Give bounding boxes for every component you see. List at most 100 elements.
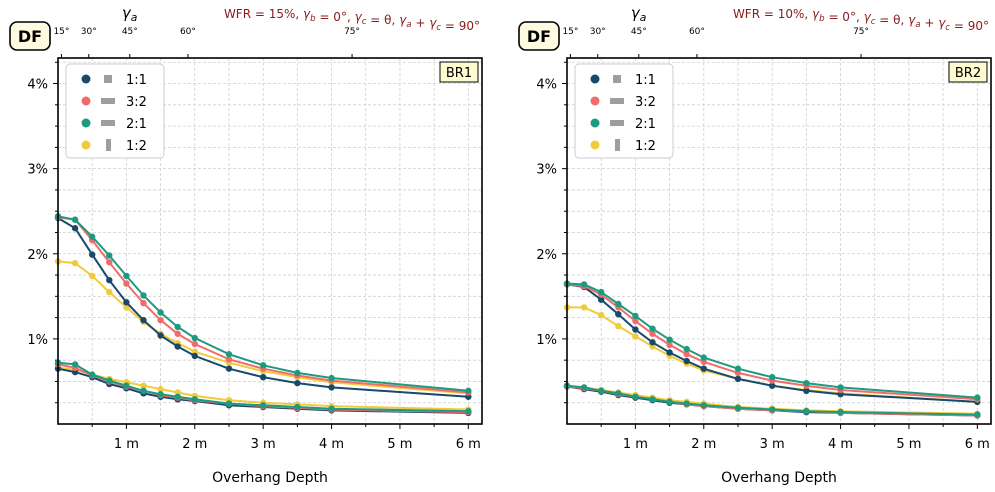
legend-style-marker xyxy=(106,139,111,151)
data-point xyxy=(106,276,113,284)
x-tick-label: 1 m xyxy=(114,437,139,452)
region-badge xyxy=(948,61,988,83)
data-point xyxy=(580,384,588,391)
data-point xyxy=(140,316,147,324)
region-badge-text: BR2 xyxy=(955,66,981,81)
data-point xyxy=(683,345,690,353)
data-point xyxy=(328,405,335,412)
top-tick-label: 75° xyxy=(853,27,869,37)
top-tick-label: 30° xyxy=(81,27,97,37)
data-point xyxy=(294,369,301,377)
y-tick-label: 4% xyxy=(27,78,48,93)
data-point xyxy=(328,384,335,391)
data-point xyxy=(597,387,605,395)
data-point xyxy=(734,375,742,383)
data-point xyxy=(768,382,776,389)
df-badge-text: DF xyxy=(18,27,42,46)
data-point xyxy=(174,393,181,400)
x-tick-label: 6 m xyxy=(965,437,990,452)
data-point xyxy=(974,411,981,418)
legend-style-marker xyxy=(610,120,624,126)
legend-box xyxy=(574,63,674,159)
data-point xyxy=(632,333,639,340)
legend-style-marker xyxy=(101,120,115,126)
legend-label: 1:2 xyxy=(126,139,147,154)
top-tick-label: 75° xyxy=(344,27,360,37)
data-point xyxy=(803,387,810,395)
chart-panel-br1: 1% 2% 3% 4% 1 m 2 m 3 m 4 m 5 m 6 m 15° 30° 45° 60° 75… xyxy=(9,4,483,486)
legend: 1:1 3:2 2:1 1:2 xyxy=(574,63,674,159)
data-point xyxy=(700,402,707,409)
series-group xyxy=(563,280,981,419)
wfr-annotation: WFR = 15%, γb = 0°, γc = θ, γa + γc = 90… xyxy=(224,7,480,33)
data-point xyxy=(174,323,181,331)
data-point xyxy=(666,349,673,356)
data-point xyxy=(157,309,164,316)
df-badge-text: DF xyxy=(527,27,551,46)
data-point xyxy=(837,384,844,391)
series-line xyxy=(57,260,469,395)
legend-style-marker xyxy=(101,98,115,104)
data-point xyxy=(157,332,164,339)
data-point xyxy=(734,365,742,372)
legend-label: 2:1 xyxy=(635,117,656,132)
data-point xyxy=(140,382,147,389)
y-tick-label: 1% xyxy=(536,333,557,348)
series-line xyxy=(57,216,469,394)
legend-item-1-1: 1:1 xyxy=(81,73,147,88)
data-point xyxy=(734,404,742,412)
series-line xyxy=(566,283,978,403)
top-tick-label: 30° xyxy=(590,27,606,37)
data-point xyxy=(191,396,198,403)
legend-style-marker xyxy=(615,139,620,151)
data-point xyxy=(649,330,656,337)
x-tick-label: 1 m xyxy=(623,437,648,452)
top-tick-label: 60° xyxy=(689,27,705,37)
data-point xyxy=(294,403,301,411)
data-point xyxy=(157,316,164,324)
top-tick-label: 45° xyxy=(631,27,647,37)
data-point xyxy=(225,351,233,358)
series-line xyxy=(57,217,469,398)
x-axis-label: Overhang Depth xyxy=(721,470,837,486)
series-line xyxy=(57,215,469,392)
y-tick-label: 2% xyxy=(536,248,557,263)
data-point xyxy=(71,216,79,223)
data-point xyxy=(632,326,639,333)
top-tick-label: 60° xyxy=(180,27,196,37)
data-point xyxy=(683,351,690,358)
series-group xyxy=(54,213,472,417)
data-point xyxy=(768,373,776,381)
top-tick-label: 15° xyxy=(53,27,69,37)
x-tick-label: 4 m xyxy=(828,437,853,452)
legend-style-marker xyxy=(104,75,112,83)
legend-item-1-2: 1:2 xyxy=(81,139,147,154)
data-point xyxy=(597,288,605,296)
data-point xyxy=(157,385,164,393)
data-point xyxy=(615,390,622,397)
data-point xyxy=(140,387,147,395)
data-point xyxy=(632,317,639,325)
legend-style-marker xyxy=(613,75,621,83)
data-point xyxy=(803,408,810,415)
data-point xyxy=(123,304,130,311)
data-point xyxy=(123,272,130,280)
y-tick-label: 4% xyxy=(536,78,557,93)
data-point xyxy=(294,379,301,387)
data-point xyxy=(666,341,673,349)
data-point xyxy=(768,406,776,413)
legend-dot xyxy=(590,140,600,150)
data-point xyxy=(465,387,472,395)
data-point xyxy=(88,272,96,280)
series-2-1-upper xyxy=(54,213,472,395)
x-tick-label: 3 m xyxy=(251,437,276,452)
legend-label: 1:1 xyxy=(126,73,147,88)
legend-dot xyxy=(590,74,600,84)
df-badge xyxy=(518,21,560,51)
data-point xyxy=(580,281,588,288)
top-axis-label: γa xyxy=(631,4,647,24)
data-point xyxy=(225,356,233,363)
series-line xyxy=(566,282,978,399)
data-point xyxy=(106,288,113,296)
